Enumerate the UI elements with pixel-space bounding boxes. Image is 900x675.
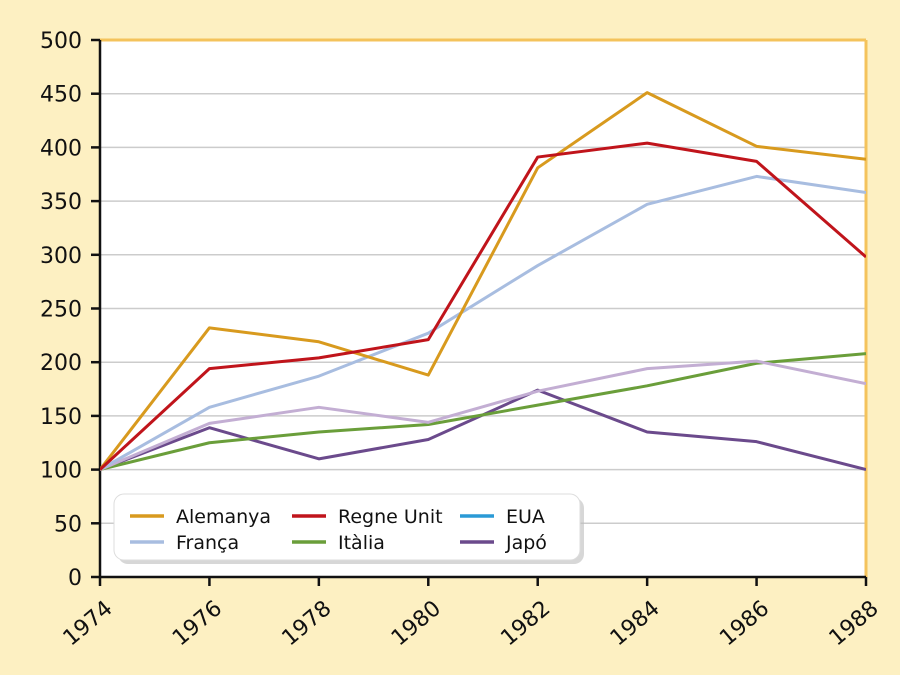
y-tick-label-50: 50 [54, 512, 82, 537]
x-tick-label-1986: 1986 [715, 596, 774, 651]
y-tick-label-0: 0 [68, 566, 82, 591]
x-tick-label-1974: 1974 [59, 596, 118, 651]
x-tick-label-1978: 1978 [278, 596, 337, 651]
y-tick-label-150: 150 [40, 405, 82, 430]
y-tick-label-300: 300 [40, 244, 82, 269]
x-tick-label-1984: 1984 [606, 596, 665, 651]
legend-label-fran-a: França [176, 532, 239, 554]
series-line-it-lia [100, 352, 866, 472]
y-tick-label-350: 350 [40, 190, 82, 215]
legend-label-eua: EUA [506, 506, 545, 528]
y-tick-label-450: 450 [40, 83, 82, 108]
legend-label-regne-unit: Regne Unit [338, 506, 443, 528]
legend-label-jap-: Japó [505, 532, 547, 554]
y-tick-label-400: 400 [40, 136, 82, 161]
series-line-fran-a [100, 174, 866, 471]
y-tick-label-500: 500 [40, 29, 82, 54]
legend-label-alemanya: Alemanya [176, 506, 271, 528]
y-tick-label-200: 200 [40, 351, 82, 376]
y-tick-label-100: 100 [40, 459, 82, 484]
series-line-regne-unit [100, 141, 866, 471]
x-tick-label-1982: 1982 [496, 596, 555, 651]
y-tick-label-250: 250 [40, 298, 82, 323]
x-tick-label-1976: 1976 [168, 596, 227, 651]
legend-label-it-lia: Itàlia [338, 532, 385, 554]
series-line-alemanya [100, 91, 866, 471]
x-tick-label-1980: 1980 [387, 596, 446, 651]
series-line-eua [100, 359, 866, 471]
x-tick-label-1988: 1988 [825, 596, 884, 651]
